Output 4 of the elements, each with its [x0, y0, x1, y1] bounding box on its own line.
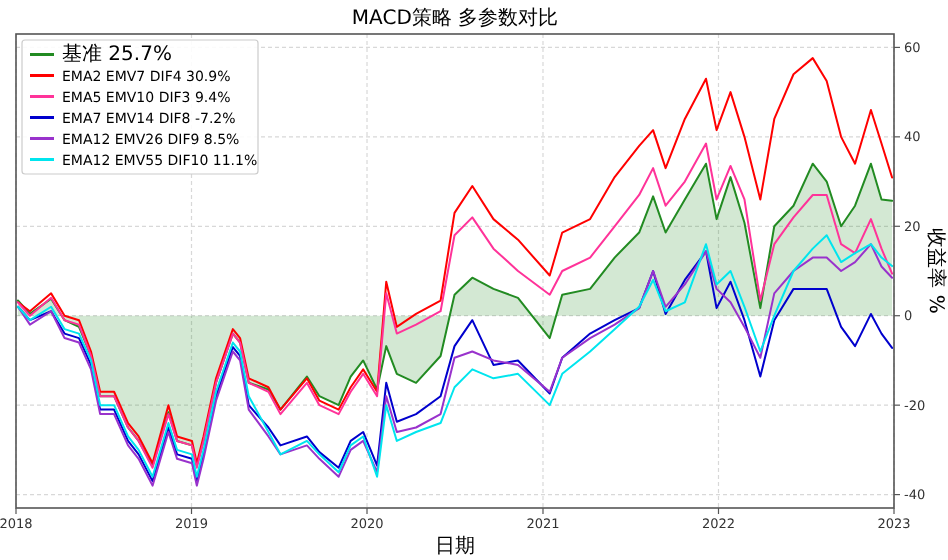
legend-label: 基准 25.7%: [62, 42, 172, 67]
chart-title: MACD策略 多参数对比: [351, 6, 559, 30]
y-axis-title: 收益率 %: [924, 228, 948, 314]
x-axis-title: 日期: [435, 534, 475, 558]
